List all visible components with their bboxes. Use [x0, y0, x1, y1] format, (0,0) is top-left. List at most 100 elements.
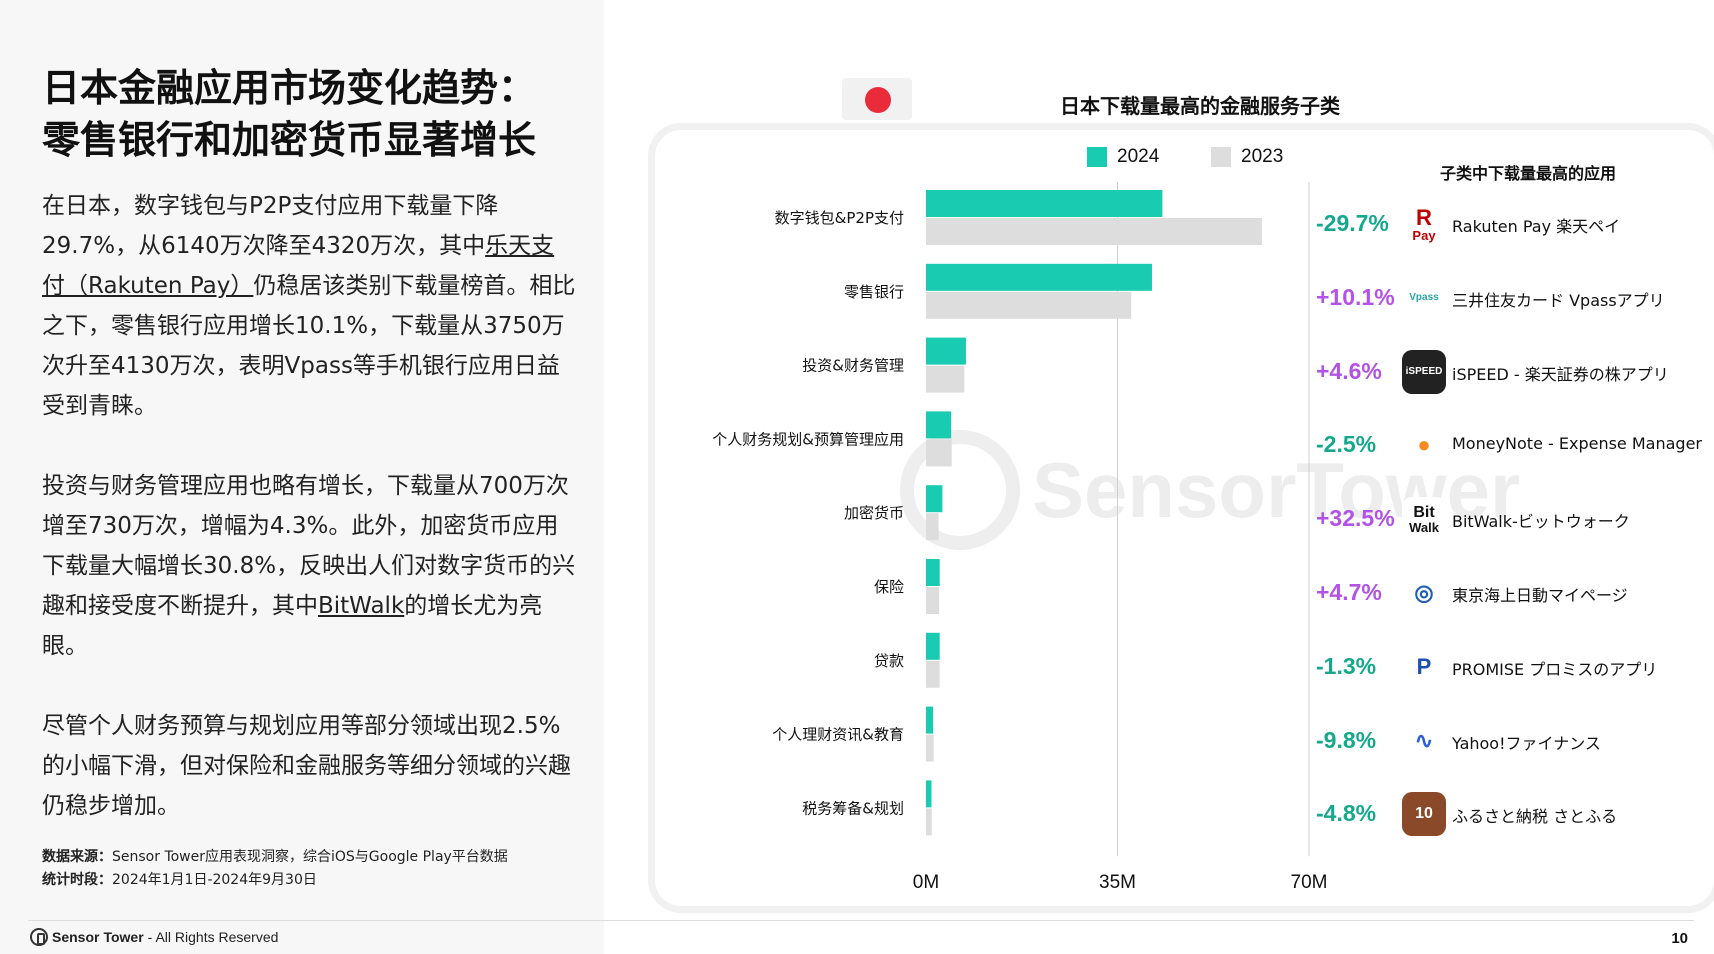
top-app-name: 三井住友カード Vpassアプリ [1452, 290, 1665, 310]
x-tick-label: 70M [1291, 872, 1328, 893]
paragraph-3: 尽管个人财务预算与规划应用等部分领域出现2.5%的小幅下滑，但对保险和金融服务等… [42, 713, 571, 819]
app-icon-glyph-sub: Walk [1409, 519, 1439, 535]
body-text: 在日本，数字钱包与P2P支付应用下载量下降29.7%，从6140万次降至4320… [42, 186, 577, 866]
category-label: 数字钱包&P2P支付 [775, 209, 904, 227]
bitwalk-icon: Bit Walk [1402, 497, 1446, 542]
top-app-name: Yahoo!ファイナンス [1452, 733, 1601, 753]
legend-swatch-2023 [1211, 147, 1231, 167]
period-text: 2024年1月1日-2024年9月30日 [112, 872, 317, 888]
app-icon-glyph: R [1416, 204, 1432, 230]
page-number: 10 [1671, 930, 1688, 947]
bar-2024 [926, 337, 966, 365]
tokio-marine-icon: ◎ [1402, 571, 1446, 615]
category-label: 个人财务规划&预算管理应用 [712, 430, 904, 448]
top-app-name: ふるさと納税 さとふる [1452, 807, 1618, 827]
app-icon-glyph: ∿ [1414, 727, 1434, 753]
category-label: 投资&财务管理 [802, 357, 904, 375]
app-icon-glyph: 10 [1415, 805, 1433, 823]
page-title-line-1: 日本金融应用市场变化趋势： [42, 66, 537, 110]
growth-rate: +4.7% [1316, 579, 1382, 605]
bar-2023 [926, 587, 940, 614]
chart-card [655, 130, 1714, 906]
top-apps-title: 子类中下载量最高的应用 [1440, 164, 1617, 183]
rakuten-pay-icon: R Pay [1402, 202, 1446, 246]
promise-icon: P [1402, 644, 1446, 689]
top-app-name: Rakuten Pay 楽天ペイ [1452, 217, 1621, 236]
app-icon-glyph: ◎ [1414, 580, 1434, 605]
growth-rate: -1.3% [1316, 652, 1377, 679]
bar-2023 [926, 660, 940, 688]
page-title-line-2: 零售银行和加密货币显著增长 [42, 118, 537, 162]
source-label: 数据来源： [42, 849, 112, 865]
bitwalk-link[interactable]: BitWalk [318, 593, 405, 619]
app-icon-glyph: iSPEED [1405, 365, 1443, 377]
bar-2023 [926, 218, 1262, 245]
bar-2024 [926, 780, 932, 808]
growth-rate: -2.5% [1316, 431, 1377, 458]
bar-2024 [926, 411, 952, 439]
legend-item-2023: 2023 [1211, 146, 1283, 168]
footer-rights: - All Rights Reserved [147, 929, 279, 945]
bar-2024 [926, 190, 1163, 217]
data-source-note: 数据来源：Sensor Tower应用表现洞察，综合iOS与Google Pla… [42, 846, 508, 892]
japan-flag-icon [842, 78, 912, 120]
page-title: 日本金融应用市场变化趋势： 零售银行和加密货币显著增长 [42, 62, 582, 166]
satofull-icon: 10 [1402, 792, 1446, 837]
top-app-name: 東京海上日動マイページ [1452, 586, 1628, 605]
bar-2023 [926, 808, 932, 836]
category-label: 零售银行 [844, 283, 904, 301]
bar-2023 [926, 291, 1132, 319]
app-icon-glyph: P [1416, 653, 1432, 679]
top-app-name: MoneyNote - Expense Manager [1452, 434, 1702, 454]
chart-title: 日本下载量最高的金融服务子类 [1060, 94, 1340, 118]
app-icon-glyph-sub: Pay [1412, 227, 1436, 243]
legend-item-2024: 2024 [1087, 146, 1159, 168]
sensor-tower-logo-icon [30, 928, 48, 946]
top-app-name: BitWalk-ビットウォーク [1452, 512, 1630, 532]
bar-2024 [926, 706, 934, 734]
footer-brand-sensor: Sensor [52, 929, 100, 945]
app-icon-glyph: Vpass [1409, 291, 1439, 303]
growth-rate: +32.5% [1316, 505, 1395, 532]
x-tick-label: 0M [913, 872, 939, 893]
bar-2023 [926, 439, 952, 467]
bar-2024 [926, 485, 943, 513]
bar-2024 [926, 559, 940, 586]
top-app-name: PROMISE プロミスのアプリ [1452, 659, 1658, 679]
growth-rate: -4.8% [1316, 800, 1377, 827]
bar-2023 [926, 734, 934, 762]
footer-divider [28, 920, 1694, 921]
legend-label-2023: 2023 [1241, 146, 1284, 167]
ispeed-icon: iSPEED [1402, 349, 1446, 394]
app-icon-glyph: ● [1417, 432, 1431, 458]
paragraph-1-text-cont: 仍稳居该类别下载量榜首。相比之下，零售银行应用增长10.1%，下载量从3750万… [42, 273, 576, 419]
paragraph-2: 投资与财务管理应用也略有增长，下载量从700万次增至730万次，增幅为4.3%。… [42, 466, 577, 666]
piggy-bank-icon: ● [1402, 423, 1446, 468]
bar-2023 [926, 513, 939, 541]
bar-2023 [926, 365, 965, 393]
period-label: 统计时段： [42, 872, 112, 888]
yahoo-finance-icon: ∿ [1402, 718, 1446, 763]
left-panel: 日本金融应用市场变化趋势： 零售银行和加密货币显著增长 在日本，数字钱包与P2P… [0, 0, 604, 954]
footer-brand-tower: Tower [103, 929, 144, 945]
paragraph-1: 在日本，数字钱包与P2P支付应用下载量下降29.7%，从6140万次降至4320… [42, 186, 577, 426]
app-icon-glyph: Bit [1413, 503, 1435, 521]
legend-swatch-2024 [1087, 147, 1107, 167]
growth-rate: +10.1% [1316, 283, 1395, 310]
footer-brand: Sensor Tower - All Rights Reserved [30, 928, 278, 946]
bar-2024 [926, 263, 1152, 291]
category-label: 个人理财资讯&教育 [772, 726, 904, 744]
vpass-icon: Vpass [1402, 275, 1446, 320]
growth-rate: +4.6% [1316, 357, 1382, 384]
source-text: Sensor Tower应用表现洞察，综合iOS与Google Play平台数据 [112, 849, 508, 865]
paragraph-1-text: 在日本，数字钱包与P2P支付应用下载量下降29.7%，从6140万次降至4320… [42, 193, 499, 259]
growth-rate: -9.8% [1316, 726, 1377, 753]
rakuten-pay-link[interactable]: 乐天支付（Rakuten Pay） [42, 233, 555, 299]
bar-2024 [926, 632, 940, 660]
x-tick-label: 35M [1099, 872, 1136, 893]
category-label: 加密货币 [844, 504, 904, 522]
growth-rate: -29.7% [1316, 210, 1389, 236]
paragraph-2-text: 投资与财务管理应用也略有增长，下载量从700万次增至730万次，增幅为4.3%。… [42, 473, 576, 619]
legend-label-2024: 2024 [1117, 146, 1160, 167]
